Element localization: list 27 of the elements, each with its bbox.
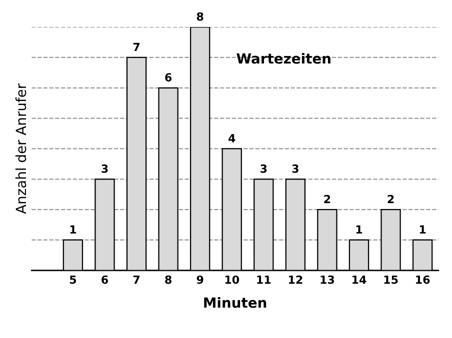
x-axis-title: Minuten [204,297,266,308]
x-tick-label: 10 [225,275,240,284]
x-tick-label: 6 [102,275,108,284]
x-tick-label: 16 [416,275,430,284]
data-label: 1 [420,225,426,234]
data-label: 4 [228,134,236,142]
data-label: 6 [165,73,172,82]
data-label: 2 [388,194,394,204]
x-tick-label: 15 [384,276,398,284]
x-tick-label: 5 [70,276,76,284]
x-tick-label: 12 [288,275,302,284]
data-label: 1 [356,225,362,234]
x-tick-label: 13 [320,275,334,284]
x-tick-label: 8 [165,275,172,284]
data-label: 3 [102,164,108,173]
data-label: 7 [133,42,140,52]
y-axis-title: Anzahl der Anrufer [15,83,26,214]
data-label: 2 [324,194,330,204]
x-tick-label: 14 [352,276,366,284]
data-label: 3 [260,164,267,173]
x-tick-label: 7 [133,276,140,284]
text: Wartezeiten [236,52,330,64]
x-tick-label: 11 [257,276,271,284]
data-label: 3 [292,164,298,173]
data-label: 8 [196,12,204,21]
data-label: 1 [70,225,76,234]
x-tick-label: 9 [196,275,204,284]
